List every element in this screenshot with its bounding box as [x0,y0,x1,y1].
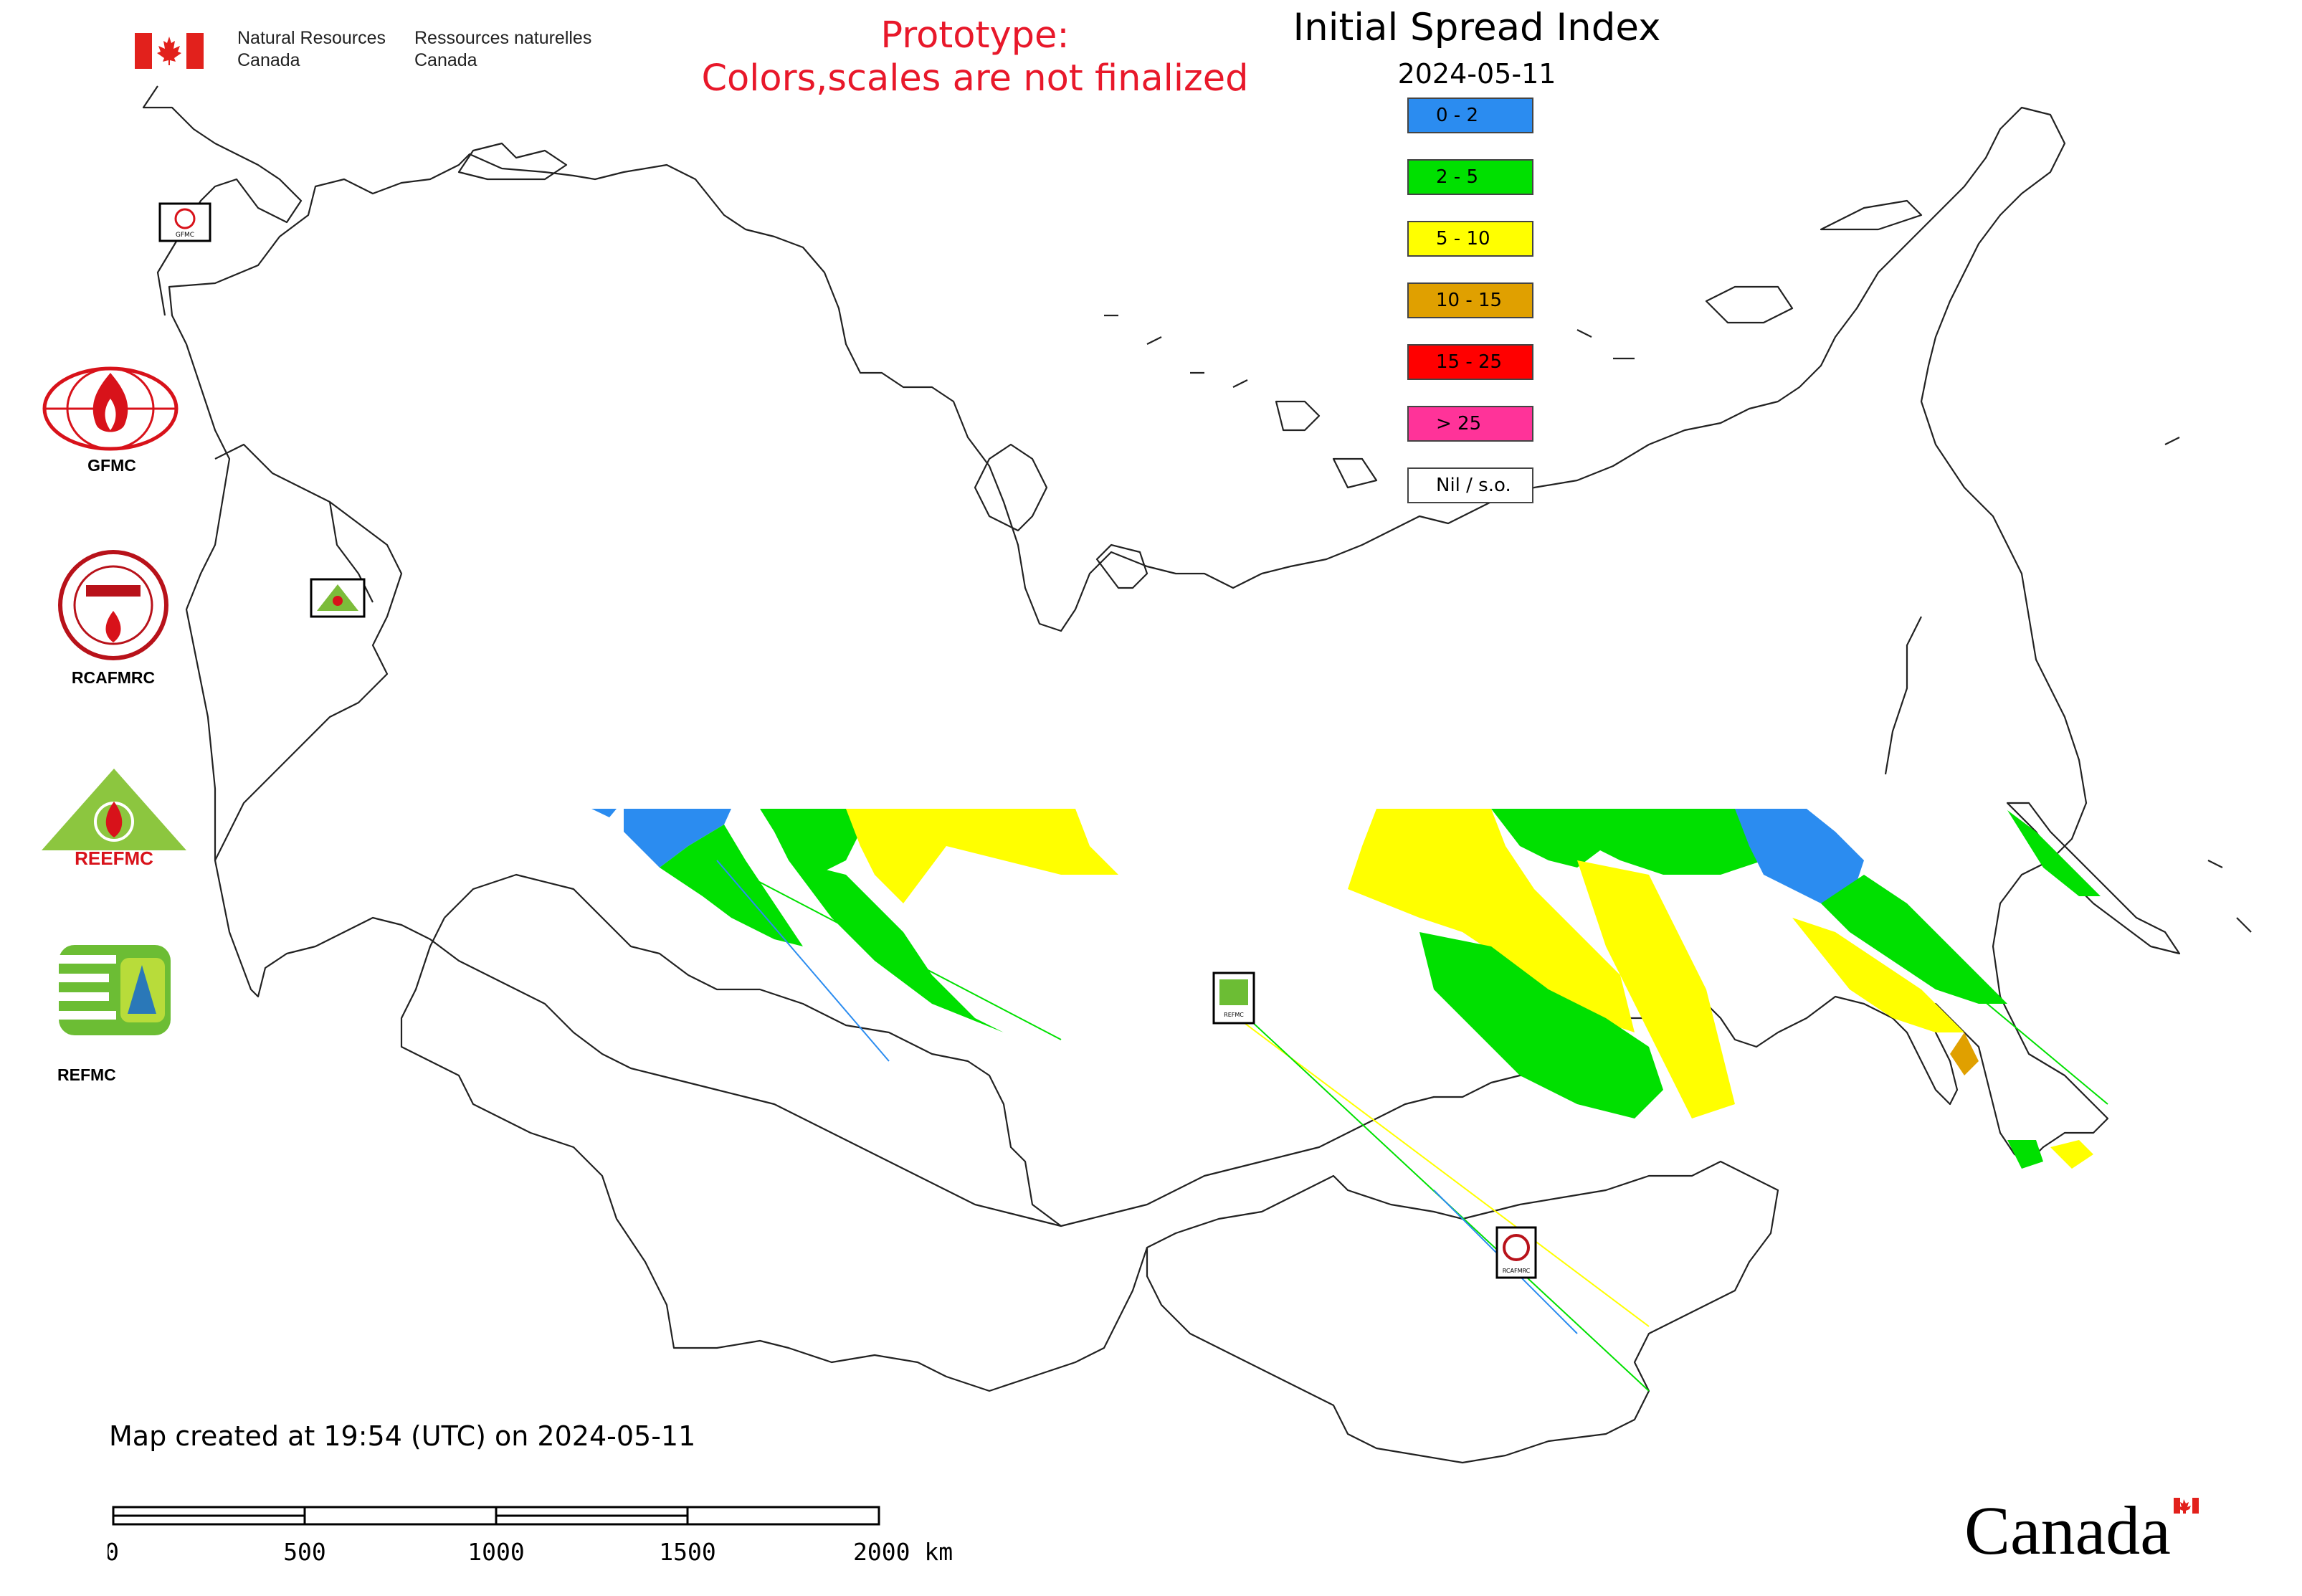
marker-gfmc[interactable]: GFMC [158,202,211,242]
rcafmrc-seal-icon [58,550,168,660]
scale-tick-label: 1000 [467,1538,524,1566]
reefmc-triangle-icon: REEFMC [42,769,186,869]
rcafmrc-caption: RCAFMRC [71,668,156,687]
marker-refmc[interactable]: REFMC [1212,972,1255,1025]
legend-swatch: Nil / s.o. [1407,467,1533,503]
prototype-banner: Prototype: Colors,scales are not finaliz… [631,14,1319,100]
station-markers: GFMC REFMC RCAFMRC [158,202,1537,1279]
legend-swatch: > 25 [1407,406,1533,442]
map-title: Initial Spread Index [1293,6,1661,49]
scale-bar: 0 500 1000 1500 2000 km [108,1506,953,1566]
canada-wordmark-flag-icon [2174,1498,2199,1514]
marker-rcafmrc[interactable]: RCAFMRC [1495,1226,1537,1279]
refmc-sigma-icon [59,945,171,1035]
prototype-banner-line2: Colors,scales are not finalized [701,57,1249,100]
legend-swatch: 10 - 15 [1407,282,1533,318]
nrcan-english-name: Natural Resources Canada [237,28,386,70]
country-boundaries [142,85,2252,1464]
scale-tick-label: 0 [108,1538,119,1566]
marker-reefmc[interactable] [310,578,366,618]
legend-swatch: 2 - 5 [1407,159,1533,195]
gfmc-caption: GFMC [87,456,136,475]
prototype-banner-line1: Prototype: [880,14,1070,57]
scale-tick-label: 1500 [659,1538,715,1566]
svg-text:GFMC: GFMC [176,232,194,239]
legend-swatch: 5 - 10 [1407,221,1533,257]
svg-text:REFMC: REFMC [1224,1012,1244,1018]
nrcan-signature: Natural Resources Canada Ressources natu… [135,27,608,77]
svg-text:REEFMC: REEFMC [75,847,153,869]
legend-swatch: 0 - 2 [1407,98,1533,133]
canada-wordmark: Canada [1964,1492,2199,1567]
scale-tick-label: 500 [283,1538,326,1566]
refmc-caption: REFMC [57,1065,116,1084]
map-date: 2024-05-11 [1397,58,1556,90]
svg-text:Canada: Canada [1964,1492,2171,1567]
scale-tick-label: 2000 km [853,1538,953,1566]
maple-leaf-icon [157,37,181,65]
nrcan-french-name: Ressources naturelles Canada [414,28,592,70]
isi-fill-regions [591,809,2101,1169]
legend-swatch: 15 - 25 [1407,344,1533,380]
svg-text:RCAFMRC: RCAFMRC [1503,1268,1531,1274]
map-created-note: Map created at 19:54 (UTC) on 2024-05-11 [109,1420,696,1452]
gfmc-flame-globe-icon [42,366,179,451]
canada-flag-icon [135,33,204,69]
